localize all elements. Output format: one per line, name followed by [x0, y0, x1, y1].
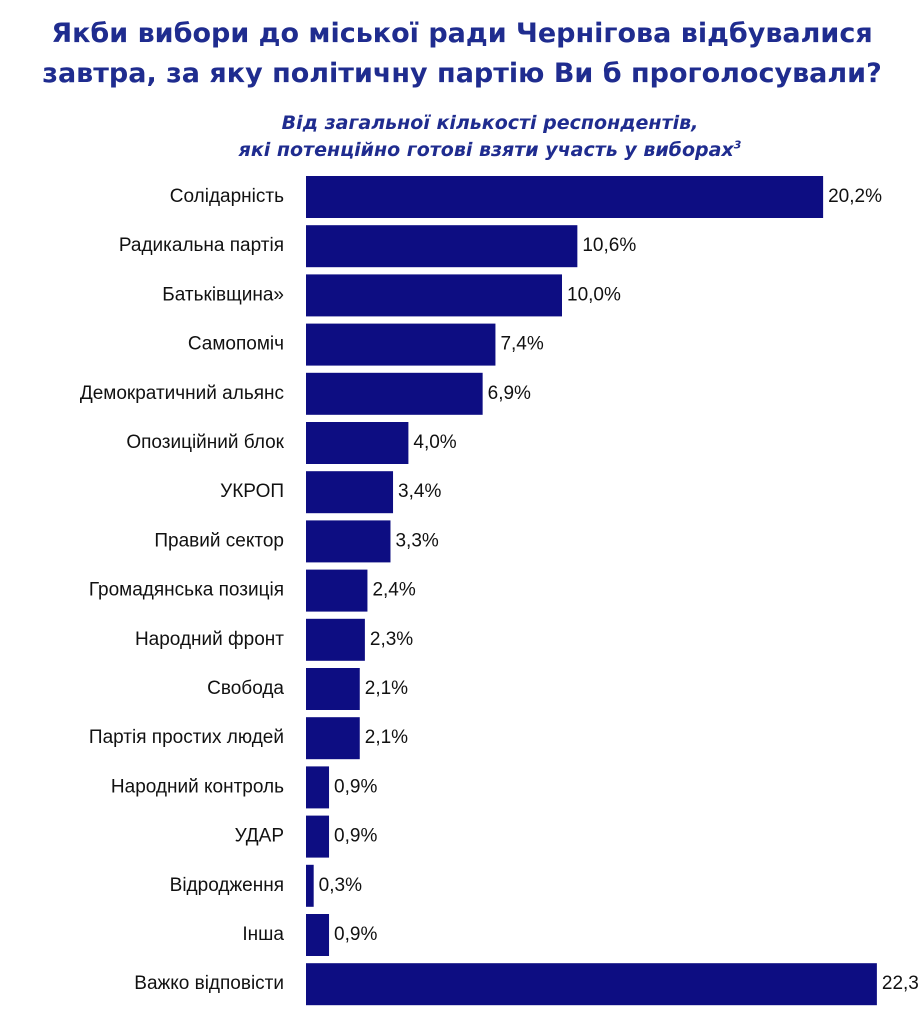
category-label: Батьківщина» [162, 284, 284, 305]
value-label: 2,1% [365, 678, 408, 699]
bar [306, 815, 330, 858]
value-label: 2,1% [365, 727, 408, 748]
bar [306, 471, 394, 514]
value-label: 6,9% [488, 383, 531, 404]
chart-subtitle-line-1: Від загальної кількості респондентів, [281, 112, 699, 134]
category-label: Опозиційний блок [126, 432, 284, 453]
chart-subtitle-line-2-text: які потенційно готові взяти участь у виб… [238, 139, 734, 161]
chart-title-line-2: завтра, за яку політичну партію Ви б про… [42, 58, 882, 89]
bar [306, 618, 365, 661]
value-label: 2,3% [370, 629, 413, 650]
bar [306, 569, 368, 612]
category-label: Самопоміч [188, 334, 284, 355]
category-label: Важко відповісти [134, 973, 284, 994]
bar [306, 717, 360, 760]
value-label: 3,3% [395, 530, 438, 551]
category-label: УДАР [235, 826, 284, 847]
bar [306, 176, 824, 218]
category-label: Демократичний альянс [80, 383, 284, 404]
subtitle-footnote-marker: 3 [733, 138, 742, 152]
value-label: 22,3 [882, 973, 919, 994]
category-label: Радикальна партія [119, 235, 284, 256]
value-label: 7,4% [500, 334, 543, 355]
bar [306, 963, 877, 1006]
value-label: 20,2% [828, 186, 882, 207]
category-label: Відродження [170, 875, 284, 896]
chart-title: Якби вибори до міської ради Чернігова ві… [0, 14, 924, 94]
category-label: Партія простих людей [89, 727, 284, 748]
value-label: 2,4% [372, 580, 415, 601]
value-label: 10,0% [567, 284, 621, 305]
bar [306, 668, 360, 710]
bar [306, 520, 391, 563]
category-label: Народний фронт [135, 629, 284, 650]
category-label: Громадянська позиція [89, 580, 284, 601]
chart-subtitle-line-2: які потенційно готові взяти участь у виб… [0, 137, 924, 164]
bar [306, 864, 314, 907]
value-label: 0,9% [334, 924, 377, 945]
category-label: Солідарність [170, 186, 284, 207]
category-label: Правий сектор [154, 530, 284, 551]
chart-subtitle: Від загальної кількості респондентів, як… [0, 110, 924, 164]
category-label: Свобода [207, 678, 284, 699]
category-label: Народний контроль [111, 776, 284, 797]
value-label: 0,9% [334, 826, 377, 847]
value-label: 3,4% [398, 481, 441, 502]
bar [306, 914, 330, 956]
value-label: 0,3% [319, 875, 362, 896]
value-label: 10,6% [582, 235, 636, 256]
chart-title-line-1: Якби вибори до міської ради Чернігова ві… [51, 18, 873, 49]
bar [306, 225, 578, 268]
bar [306, 274, 562, 317]
category-label: Інша [242, 924, 284, 945]
value-label: 0,9% [334, 776, 377, 797]
category-label: УКРОП [220, 481, 284, 502]
bar [306, 323, 496, 366]
value-label: 4,0% [413, 432, 456, 453]
bar [306, 372, 483, 415]
bar [306, 422, 409, 464]
bar [306, 766, 330, 809]
